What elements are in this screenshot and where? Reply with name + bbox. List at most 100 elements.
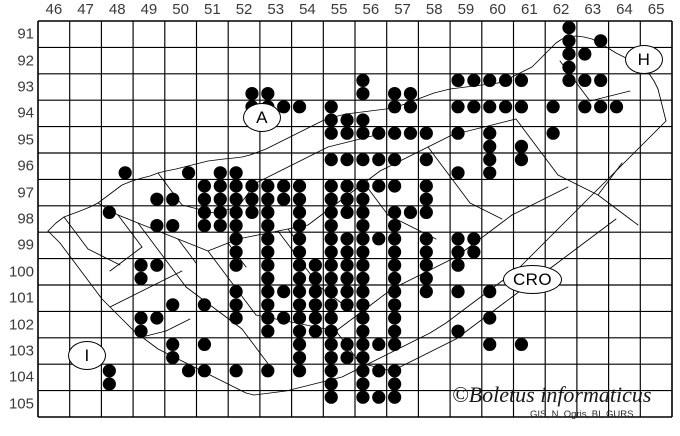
map-plot-area: [37, 20, 673, 418]
x-axis-tick-54: 54: [299, 1, 316, 18]
occurrence-dot: [594, 100, 608, 114]
occurrence-dot: [292, 219, 307, 233]
occurrence-dot: [419, 258, 433, 272]
occurrence-dot: [372, 126, 386, 140]
occurrence-dot: [292, 285, 307, 299]
occurrence-dot: [308, 258, 322, 272]
occurrence-dot: [102, 205, 116, 219]
occurrence-dot: [324, 311, 338, 325]
x-axis-tick-55: 55: [330, 1, 348, 18]
x-axis-tick-64: 64: [616, 1, 633, 18]
occurrence-dot: [118, 166, 132, 180]
occurrence-dot: [261, 245, 275, 259]
y-axis-tick-92: 92: [17, 52, 34, 70]
occurrence-dot: [229, 205, 243, 219]
occurrence-dot: [451, 324, 465, 338]
x-axis-tick-65: 65: [647, 1, 665, 18]
occurrence-dot: [483, 139, 497, 153]
occurrence-dot: [324, 126, 338, 140]
x-axis-tick-48: 48: [108, 1, 126, 18]
occurrence-dot: [166, 192, 180, 206]
occurrence-dot: [372, 337, 386, 351]
occurrence-dot: [546, 100, 560, 114]
occurrence-dot: [403, 126, 418, 140]
occurrence-dot: [261, 192, 275, 206]
occurrence-dot: [356, 113, 370, 127]
occurrence-dot: [229, 258, 243, 272]
country-tag-label: H: [637, 50, 651, 69]
occurrence-dot: [324, 113, 338, 127]
occurrence-dot: [451, 166, 465, 180]
occurrence-dot: [292, 351, 307, 365]
occurrence-dot: [324, 351, 338, 365]
occurrence-dot: [340, 258, 354, 272]
occurrence-dot: [483, 100, 497, 114]
y-axis-tick-105: 105: [8, 395, 34, 413]
occurrence-dot: [324, 205, 338, 219]
occurrence-dot: [356, 258, 370, 272]
occurrence-dot: [578, 73, 592, 87]
occurrence-dot: [514, 153, 529, 167]
occurrence-dot: [213, 179, 227, 193]
occurrence-dot: [403, 205, 418, 219]
occurrence-dot: [419, 179, 433, 193]
occurrence-dot: [324, 337, 338, 351]
occurrence-dot: [197, 205, 212, 219]
country-tag-label: I: [84, 346, 90, 365]
occurrence-dot: [308, 271, 322, 285]
occurrence-dot: [483, 153, 497, 167]
occurrence-dot: [197, 298, 212, 312]
occurrence-dot: [308, 298, 322, 312]
occurrence-dot: [356, 87, 370, 101]
y-axis-tick-101: 101: [8, 289, 34, 307]
occurrence-dot: [451, 73, 465, 87]
country-tag-austria: A: [243, 103, 281, 132]
occurrence-dot: [166, 337, 180, 351]
occurrence-dot: [292, 232, 307, 246]
occurrence-dot: [467, 245, 481, 259]
occurrence-dot: [324, 179, 338, 193]
occurrence-dot: [324, 219, 338, 233]
occurrence-dot: [324, 377, 338, 391]
occurrence-dot: [388, 337, 402, 351]
occurrence-dot: [483, 73, 497, 87]
y-axis-tick-96: 96: [17, 157, 34, 175]
occurrence-dot: [356, 205, 370, 219]
occurrence-dot: [388, 390, 402, 404]
occurrence-dot: [562, 60, 576, 74]
occurrence-dot: [372, 153, 386, 167]
occurrence-dot: [562, 73, 576, 87]
occurrence-dot: [102, 377, 116, 391]
occurrence-dot: [340, 298, 354, 312]
occurrence-dot: [213, 219, 227, 233]
occurrence-dot: [356, 324, 370, 338]
occurrence-dot: [277, 192, 291, 206]
country-tag-italy: I: [68, 341, 106, 370]
country-tag-label: A: [256, 108, 268, 127]
occurrence-dot: [388, 364, 402, 378]
occurrence-dot: [340, 285, 354, 299]
occurrence-dot: [261, 205, 275, 219]
occurrence-dot: [324, 285, 338, 299]
occurrence-dot: [498, 100, 513, 114]
occurrence-dot: [498, 73, 513, 87]
occurrence-dot: [150, 219, 164, 233]
occurrence-dot: [356, 351, 370, 365]
occurrence-dot: [324, 364, 338, 378]
occurrence-dot: [451, 285, 465, 299]
occurrence-dot: [277, 179, 291, 193]
y-axis-tick-99: 99: [17, 236, 34, 254]
occurrence-dot: [324, 324, 338, 338]
occurrence-dot: [372, 364, 386, 378]
occurrence-dot: [324, 153, 338, 167]
occurrence-dot: [340, 245, 354, 259]
occurrence-dot: [483, 285, 497, 299]
occurrence-dot: [229, 364, 243, 378]
occurrence-dot: [261, 179, 275, 193]
occurrence-dot: [340, 153, 354, 167]
x-axis-tick-51: 51: [204, 1, 221, 18]
x-axis-tick-63: 63: [584, 1, 602, 18]
occurrence-dot: [324, 100, 338, 114]
occurrence-dot: [324, 232, 338, 246]
occurrence-dot: [261, 298, 275, 312]
